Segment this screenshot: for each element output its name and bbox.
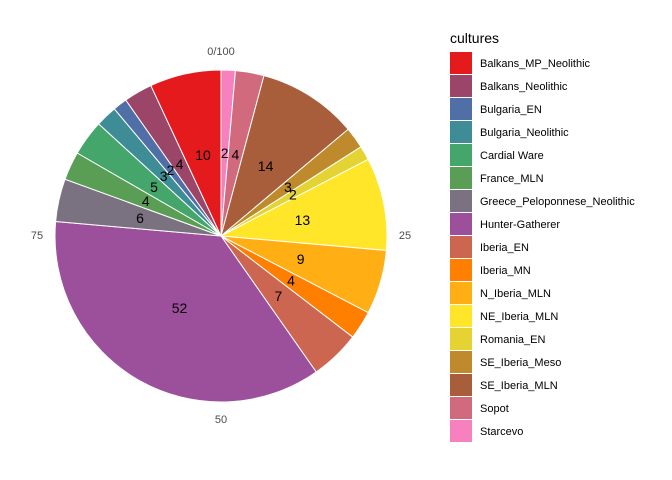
pie-tick-label: 0/100 (207, 46, 235, 58)
legend-label-romania-en: Romania_EN (480, 334, 545, 346)
legend-key-sopot (450, 397, 472, 419)
legend-label-iberia-en: Iberia_EN (480, 242, 529, 254)
pie-slice-hunter-gatherer (54, 220, 317, 403)
slice-value-label: 52 (172, 300, 188, 316)
legend-label-se-iberia-mln: SE_Iberia_MLN (480, 380, 558, 392)
legend-key-iberia-en (450, 236, 472, 258)
legend-label-balkans-neolithic: Balkans_Neolithic (480, 81, 568, 93)
legend-key-iberia-mn (450, 259, 472, 281)
legend-key-n-iberia-mln (450, 282, 472, 304)
pie-slice-balkans-mp-neolithic (150, 69, 222, 237)
pie-slice-se-iberia-mln (220, 75, 349, 238)
legend-items: Balkans_MP_Neolithic Balkans_Neolithic Bul… (450, 52, 635, 442)
legend-key-starcevo (450, 420, 472, 442)
legend-key-france-mln (450, 167, 472, 189)
pie-slice-ne-iberia-mln (219, 158, 388, 252)
slice-value-label: 3 (284, 179, 292, 195)
legend-label-starcevo: Starcevo (480, 426, 523, 438)
pie-tick-label: 75 (31, 230, 43, 242)
slice-value-label: 6 (136, 210, 144, 226)
legend-label-ne-iberia-mln: NE_Iberia_MLN (480, 311, 558, 323)
legend-label-balkans-mp-neolithic: Balkans_MP_Neolithic (480, 58, 591, 70)
legend-key-ne-iberia-mln (450, 305, 472, 327)
legend-key-bulgaria-en (450, 98, 472, 120)
pie-tick-label: 25 (399, 230, 411, 242)
legend-key-romania-en (450, 328, 472, 350)
legend-label-bulgaria-neolithic: Bulgaria_Neolithic (480, 127, 569, 139)
legend-label-se-iberia-meso: SE_Iberia_Meso (480, 357, 561, 369)
legend-key-cardial-ware (450, 144, 472, 166)
legend-label-greece-peloponnese-neolithic: Greece_Peloponnese_Neolithic (480, 196, 635, 208)
legend-key-greece-peloponnese-neolithic (450, 190, 472, 212)
slice-value-label: 5 (150, 179, 158, 195)
pie-slices (54, 69, 388, 403)
slice-value-label: 10 (195, 147, 211, 163)
slice-value-label: 4 (232, 146, 240, 162)
legend-key-se-iberia-mln (450, 374, 472, 396)
legend-label-hunter-gatherer: Hunter-Gatherer (480, 219, 560, 231)
legend-label-france-mln: France_MLN (480, 173, 544, 185)
legend-key-bulgaria-neolithic (450, 121, 472, 143)
legend-key-balkans-mp-neolithic (450, 52, 472, 74)
legend: cultures Balkans_MP_Neolithic Balkans_Neo… (450, 30, 635, 442)
slice-value-label: 2 (289, 187, 297, 203)
legend-title: cultures (450, 30, 499, 46)
legend-label-bulgaria-en: Bulgaria_EN (480, 104, 542, 116)
slice-value-label: 7 (274, 288, 282, 304)
legend-label-iberia-mn: Iberia_MN (480, 265, 531, 277)
slice-value-label: 9 (297, 251, 305, 267)
slice-value-label: 2 (167, 162, 175, 178)
slice-value-label: 3 (160, 168, 168, 184)
legend-label-n-iberia-mln: N_Iberia_MLN (480, 288, 551, 300)
legend-label-sopot: Sopot (480, 403, 509, 415)
legend-key-se-iberia-meso (450, 351, 472, 373)
slice-value-label: 13 (295, 212, 311, 228)
legend-key-balkans-neolithic (450, 75, 472, 97)
slice-value-label: 4 (142, 193, 150, 209)
pie-tick-label: 50 (215, 414, 227, 426)
legend-label-cardial-ware: Cardial Ware (480, 150, 544, 162)
slice-value-label: 2 (221, 145, 229, 161)
slice-value-label: 4 (287, 273, 295, 289)
slice-value-label: 4 (176, 156, 184, 172)
legend-key-hunter-gatherer (450, 213, 472, 235)
slice-value-label: 14 (258, 158, 274, 174)
